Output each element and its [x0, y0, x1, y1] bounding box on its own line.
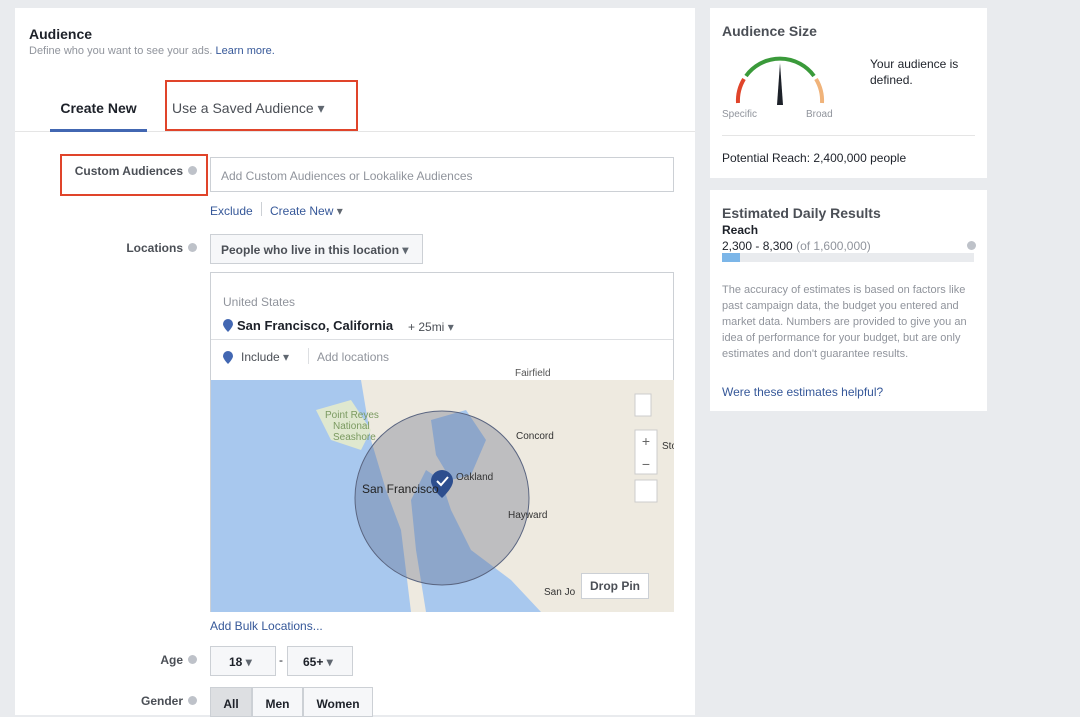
text-input[interactable]: Add Custom Audiences or Lookalike Audien…: [210, 157, 674, 192]
map-label: Concord: [516, 431, 554, 442]
reach-bar-fill: [722, 253, 740, 262]
pin-icon: [223, 351, 233, 364]
create-new-link[interactable]: Create New: [270, 204, 343, 218]
gender-option[interactable]: Women: [303, 687, 373, 717]
estimated-panel: Estimated Daily Results Reach 2,300 - 8,…: [710, 190, 987, 411]
title: Audience Size: [722, 23, 817, 39]
divider: [722, 135, 975, 136]
feedback-link[interactable]: Were these estimates helpful?: [722, 385, 884, 399]
divider: [211, 339, 673, 340]
potential-reach: Potential Reach: 2,400,000 people: [722, 151, 907, 165]
gender-option[interactable]: All: [210, 687, 252, 717]
info-icon: [188, 166, 197, 175]
field-label: Custom Audiences: [15, 164, 197, 178]
field-label: Locations: [15, 241, 197, 255]
highlight: [165, 80, 358, 131]
separator: [261, 202, 262, 216]
map-label: Point Reyes: [325, 410, 379, 421]
map-label: San Francisco: [362, 482, 439, 496]
audience-size-panel: Audience Size Specific Broad Your audien…: [710, 8, 987, 178]
separator: [308, 348, 309, 364]
info-icon: [967, 241, 976, 250]
field-label: Age: [15, 653, 197, 667]
reach-range: 2,300 - 8,300: [722, 239, 793, 253]
country: United States: [223, 295, 296, 309]
dropdown[interactable]: People who live in this location: [210, 234, 423, 264]
radius[interactable]: + 25mi: [408, 320, 454, 334]
tab-divider: [15, 131, 695, 132]
map-label: Seashore: [333, 432, 376, 443]
label-text: Custom Audiences: [74, 164, 183, 178]
map-label: National: [333, 421, 370, 432]
reach-label: Reach: [722, 223, 759, 237]
map-label: Hayward: [508, 510, 548, 521]
include-dropdown[interactable]: Include: [241, 350, 289, 364]
audience-panel: Audience Define who you want to see your…: [15, 8, 695, 717]
tab[interactable]: Create New: [50, 100, 147, 132]
label-text: Locations: [126, 241, 183, 255]
map-label: Fairfield: [515, 368, 551, 379]
specific-label: Specific: [722, 109, 758, 120]
dash: -: [279, 653, 283, 667]
subtitle: Define who you want to see your ads. Lea…: [29, 45, 275, 57]
svg-text:−: −: [642, 456, 650, 472]
svg-text:+: +: [642, 433, 650, 449]
note: The accuracy of estimates is based on fa…: [722, 284, 967, 360]
drop-pin-button[interactable]: Drop Pin: [581, 573, 649, 599]
gauge: [735, 56, 825, 105]
bulk-link[interactable]: Add Bulk Locations...: [210, 619, 323, 633]
age-max[interactable]: 65+: [287, 646, 353, 676]
map-label: Oakland: [456, 472, 494, 483]
info-icon: [188, 696, 197, 705]
info-icon: [188, 655, 197, 664]
broad-label: Broad: [806, 109, 833, 120]
pin-icon: [223, 319, 233, 332]
exclude-link[interactable]: Exclude: [210, 204, 253, 218]
tab[interactable]: Use a Saved Audience: [172, 100, 325, 117]
reach-bar: [722, 253, 974, 262]
title: Audience: [29, 26, 93, 42]
age-min[interactable]: 18: [210, 646, 276, 676]
title: Estimated Daily Results: [722, 205, 881, 221]
city: San Francisco, California: [237, 318, 394, 333]
field-label: Gender: [15, 694, 197, 708]
status: Your audience is defined.: [870, 57, 959, 87]
gender-option[interactable]: Men: [252, 687, 303, 717]
label-text: Age: [160, 653, 183, 667]
learn-more[interactable]: Learn more.: [215, 45, 275, 57]
highlight: [60, 154, 208, 196]
map-label: Sto: [662, 441, 674, 452]
map[interactable]: + −: [211, 380, 674, 612]
subtitle-text: Define who you want to see your ads.: [29, 45, 213, 57]
label-text: Gender: [140, 694, 183, 708]
reach: 2,300 - 8,300 (of 1,600,000): [722, 239, 871, 253]
info-icon: [188, 243, 197, 252]
map-label: San Jo: [544, 587, 576, 598]
add-locations-input[interactable]: Add locations: [317, 350, 390, 364]
location-box: United States San Francisco, California …: [210, 272, 674, 612]
reach-total: (of 1,600,000): [796, 239, 871, 253]
